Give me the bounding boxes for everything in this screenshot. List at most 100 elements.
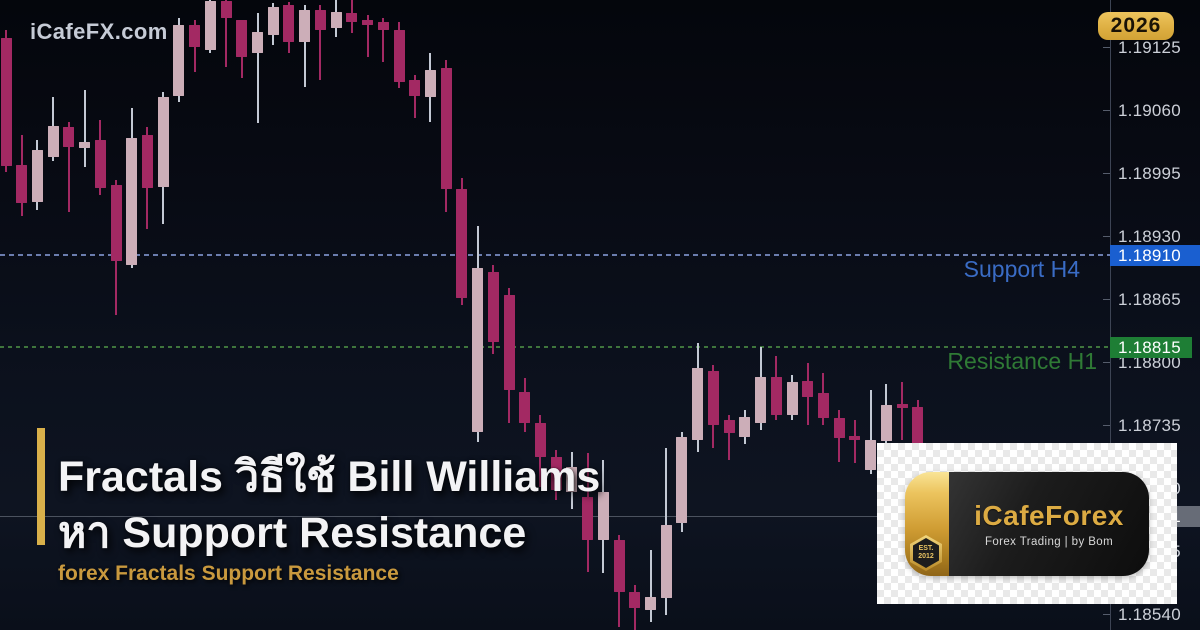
candle-body — [252, 32, 264, 53]
est-2012-hexagon-inner: EST. 2012 — [913, 538, 939, 568]
candle-body — [0, 38, 12, 167]
est-label: EST. — [918, 545, 934, 552]
candle-body — [472, 267, 484, 432]
candle-body — [110, 184, 122, 262]
y-axis-tick-label: 1.18995 — [1118, 164, 1181, 183]
resistance-dashed-line — [0, 346, 1110, 349]
candle-wick — [225, 0, 228, 68]
candle-body — [94, 140, 106, 188]
candle-body — [314, 10, 326, 30]
candle-wick — [319, 5, 322, 80]
y-axis-tick — [1103, 110, 1110, 111]
candle-body — [189, 24, 201, 47]
brand-tagline: Forex Trading | by Bom — [984, 536, 1114, 548]
candle-body — [330, 12, 342, 28]
candle-body — [487, 271, 499, 342]
y-axis-tick-label: 1.19125 — [1118, 38, 1181, 57]
candle-wick — [382, 17, 385, 62]
y-axis-tick-label: 1.18930 — [1118, 227, 1181, 246]
current-price-line — [0, 516, 1110, 518]
y-axis-tick — [1103, 299, 1110, 300]
candle-wick — [649, 550, 652, 622]
candle-body — [817, 393, 829, 419]
candle-body — [424, 70, 436, 98]
y-axis-tick — [1103, 173, 1110, 174]
candle-body — [833, 418, 845, 438]
y-axis-tick — [1103, 614, 1110, 615]
y-axis-tick-label: 1.18540 — [1118, 605, 1181, 624]
candle-body — [755, 376, 767, 424]
candle-wick — [256, 13, 259, 123]
candle-body — [629, 591, 641, 609]
year-badge: 2026 — [1098, 12, 1174, 40]
support-level-label: Support H4 — [963, 256, 1080, 282]
logo-gold-panel: EST. 2012 — [905, 472, 949, 576]
candle-body — [802, 381, 814, 397]
watermark-text: iCafeFX.com — [30, 19, 168, 44]
candle-body — [534, 423, 546, 457]
candle-body — [16, 165, 28, 204]
y-axis-tick — [1103, 362, 1110, 363]
candle-body — [377, 21, 389, 30]
title-accent-bar — [37, 428, 45, 545]
candle-body — [912, 406, 924, 456]
est-2012-hexagon-badge: EST. 2012 — [910, 535, 942, 571]
y-axis-tick-label: 1.18735 — [1118, 416, 1181, 435]
candle-body — [676, 436, 688, 523]
candle-body — [440, 68, 452, 190]
y-axis-tick — [1103, 425, 1110, 426]
candle-body — [550, 456, 562, 490]
candle-body — [582, 496, 594, 541]
candle-body — [519, 392, 531, 424]
candle-body — [173, 24, 185, 97]
candle-body — [299, 10, 311, 43]
candle-wick — [67, 121, 70, 212]
page-title-line1: Fractals วิธีใช้ Bill Williams — [58, 453, 601, 501]
resistance-price-badge: 1.18815 — [1110, 336, 1192, 358]
candle-wick — [83, 89, 86, 168]
candle-body — [660, 524, 672, 598]
candle-body — [692, 367, 704, 440]
brand-name: iCafeForex — [974, 500, 1124, 531]
candle-body — [47, 126, 59, 158]
candle-body — [613, 540, 625, 592]
candle-body — [597, 491, 609, 541]
candle-body — [220, 1, 232, 18]
candle-wick — [853, 420, 856, 463]
candle-body — [896, 403, 908, 408]
est-year: 2012 — [918, 553, 934, 560]
logo-dark-panel: iCafeForex Forex Trading | by Bom — [949, 472, 1149, 576]
candle-body — [362, 19, 374, 25]
resistance-level-label: Resistance H1 — [947, 348, 1097, 374]
price-axis-line — [1110, 0, 1111, 630]
y-axis-tick — [1103, 47, 1110, 48]
candle-body — [786, 382, 798, 416]
candle-body — [157, 97, 169, 187]
page-title-line2: หา Support Resistance — [58, 509, 527, 557]
logo-card: EST. 2012 iCafeForex Forex Trading | by … — [877, 443, 1177, 604]
candle-body — [707, 370, 719, 425]
candle-body — [645, 596, 657, 611]
candle-body — [409, 79, 421, 97]
candle-wick — [366, 15, 369, 57]
candle-body — [723, 420, 735, 433]
candle-body — [346, 13, 358, 22]
candle-body — [126, 138, 138, 266]
support-dashed-line — [0, 254, 1110, 257]
candle-body — [739, 417, 751, 437]
candle-body — [393, 29, 405, 82]
candle-body — [31, 149, 43, 203]
candle-body — [456, 189, 468, 299]
candle-body — [880, 404, 892, 442]
candle-wick — [901, 382, 904, 440]
candle-body — [770, 376, 782, 416]
candle-body — [79, 141, 91, 148]
candle-body — [204, 1, 216, 50]
candle-body — [267, 7, 279, 36]
candle-wick — [413, 75, 416, 118]
candle-body — [141, 135, 153, 188]
candle-body — [566, 466, 578, 492]
page-subtitle: forex Fractals Support Resistance — [58, 562, 399, 585]
